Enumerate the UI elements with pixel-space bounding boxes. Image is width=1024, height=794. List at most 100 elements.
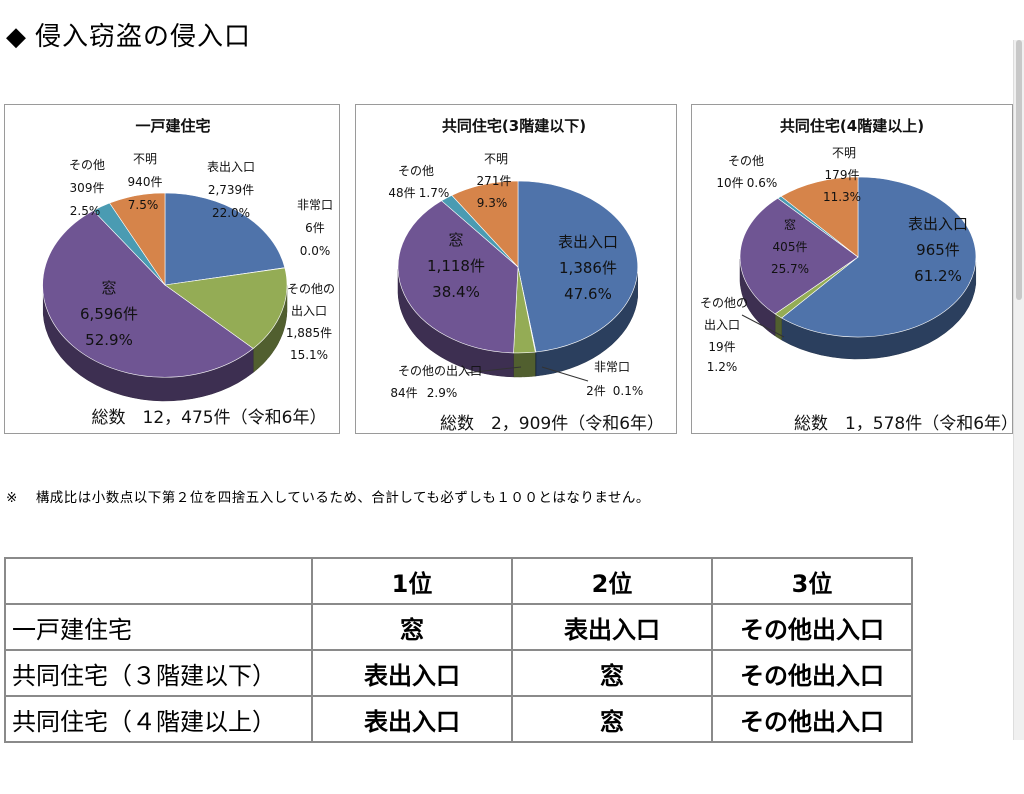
- pie-slice-窓: [397, 200, 519, 354]
- leader-line: [541, 366, 589, 382]
- slice-label-front-percent: 61.2%: [914, 267, 962, 285]
- slice-label-unknown-name: 不明: [484, 152, 508, 166]
- table-cell: その他出入口: [711, 695, 913, 743]
- slice-label-other-entrance-count: 1,885件: [286, 326, 332, 340]
- scrollbar-thumb[interactable]: [1016, 40, 1022, 300]
- slice-label-unknown-percent: 11.3%: [823, 190, 861, 204]
- slice-label-other-percent: 0.6%: [747, 176, 778, 190]
- slice-label-window-count: 6,596件: [80, 305, 138, 323]
- pie-slice-side-その他の出入口: [774, 313, 782, 341]
- chart-total: 総数 1，578件（令和6年）: [794, 414, 1012, 433]
- slice-label-window-percent: 52.9%: [85, 331, 133, 349]
- table-row: 共同住宅（３階建以下） 表出入口 窓 その他出入口: [4, 649, 913, 697]
- slice-label-unknown-count: 271件: [477, 174, 512, 188]
- row-label: 共同住宅（４階建以上）: [4, 695, 313, 743]
- slice-label-window-count: 1,118件: [427, 257, 485, 275]
- slice-label-other-name: その他: [398, 164, 434, 178]
- ranking-table: 1位 2位 3位 一戸建住宅 窓 表出入口 その他出入口 共同住宅（３階建以下）…: [4, 557, 913, 743]
- slice-label-unknown-count: 179件: [825, 168, 860, 182]
- table-header-row: 1位 2位 3位: [4, 557, 913, 605]
- pie-slice-表出入口: [517, 180, 639, 353]
- pie-slice-表出入口: [164, 192, 286, 286]
- pie-slice-不明: [451, 180, 519, 268]
- table-cell: 窓: [311, 603, 513, 651]
- table-cell: その他出入口: [711, 603, 913, 651]
- slice-label-window-percent: 38.4%: [432, 283, 480, 301]
- pie-chart-apartment-high: 共同住宅(4階建以上) その他 10件 0.6% 不明 179件 11.3% 表…: [700, 117, 1012, 433]
- slice-label-other-count: 309件: [70, 181, 105, 195]
- slice-label-window-name: 窓: [101, 279, 116, 297]
- slice-label-unknown-name: 不明: [832, 146, 856, 160]
- slice-label-front-count: 2,739件: [208, 183, 254, 197]
- slice-label-window-percent: 25.7%: [771, 262, 809, 276]
- table-header-cell: [4, 557, 313, 605]
- slice-label-other-percent: 1.7%: [419, 186, 450, 200]
- chart-title: 共同住宅(3階建以下): [442, 117, 586, 135]
- chart-panel-apartment-high: 共同住宅(4階建以上) その他 10件 0.6% 不明 179件 11.3% 表…: [691, 104, 1013, 434]
- leader-line: [741, 314, 785, 338]
- chart-total: 総数 12，475件（令和6年）: [92, 408, 327, 428]
- slice-label-front-name: 表出入口: [908, 215, 968, 233]
- slice-label-other-name: その他: [69, 158, 105, 172]
- slice-label-other-percent: 2.5%: [70, 204, 101, 218]
- pie-slice-side-その他の出入口: [513, 351, 536, 378]
- slice-label-front-name: 表出入口: [558, 233, 618, 251]
- slice-label-emergency-count: 2件: [586, 384, 606, 398]
- slice-label-other-entrance-percent: 2.9%: [427, 386, 458, 400]
- slice-label-emergency-name: 非常口: [594, 360, 630, 374]
- slice-label-other-entrance-percent: 15.1%: [290, 348, 328, 362]
- slice-label-other-count: 48件: [388, 186, 415, 200]
- pie-chart-detached-house: 一戸建住宅 その他 309件 2.5% 不明 940件 7.5% 表出入口 2,…: [42, 117, 335, 428]
- pie-slice-その他の出入口: [164, 267, 288, 349]
- table-row: 一戸建住宅 窓 表出入口 その他出入口: [4, 603, 913, 651]
- table-header-cell: 3位: [711, 557, 913, 605]
- slice-label-other-entrance-count: 19件: [708, 340, 735, 354]
- table-header-cell: 1位: [311, 557, 513, 605]
- leader-line: [465, 366, 522, 374]
- pie-slices: [397, 180, 639, 378]
- row-label: 一戸建住宅: [4, 603, 313, 651]
- table-header-cell: 2位: [511, 557, 713, 605]
- slice-label-front-name: 表出入口: [207, 160, 255, 174]
- page-title-text: 侵入窃盗の侵入口: [35, 22, 252, 52]
- slice-label-emergency-count: 6件: [305, 221, 325, 235]
- row-label: 共同住宅（３階建以下）: [4, 649, 313, 697]
- table-cell: 表出入口: [311, 695, 513, 743]
- pie-slice-表出入口: [781, 176, 977, 338]
- note-text: 構成比は小数点以下第２位を四捨五入しているため、合計しても必ずしも１００とはなり…: [35, 490, 650, 506]
- diamond-icon: ◆: [6, 22, 27, 52]
- chart-title: 共同住宅(4階建以上): [780, 117, 924, 135]
- chart-title: 一戸建住宅: [135, 117, 210, 135]
- slice-label-front-percent: 22.0%: [212, 206, 250, 220]
- slice-label-unknown-count: 940件: [128, 175, 163, 189]
- pie-slice-不明: [109, 192, 166, 286]
- slice-label-other-entrance-name-2: 出入口: [704, 318, 740, 332]
- table-cell: 窓: [511, 649, 713, 697]
- pie-slice-不明: [780, 176, 859, 258]
- slice-label-other-name: その他: [728, 154, 764, 168]
- slice-label-unknown-percent: 7.5%: [128, 198, 159, 212]
- chart-total: 総数 2，909件（令和6年）: [440, 414, 664, 433]
- table-cell: 窓: [511, 695, 713, 743]
- pie-slice-窓: [739, 197, 859, 315]
- slice-label-front-count: 965件: [916, 241, 960, 259]
- slice-label-other-entrance-name-1: その他の: [700, 296, 748, 310]
- note-mark: ※: [6, 490, 18, 506]
- pie-chart-apartment-low: 共同住宅(3階建以下) その他 48件 1.7% 不明 271件 9.3% 表出…: [388, 117, 664, 433]
- slice-label-unknown-name: 不明: [133, 152, 157, 166]
- table-cell: 表出入口: [511, 603, 713, 651]
- table-cell: その他出入口: [711, 649, 913, 697]
- page-title: ◆ 侵入窃盗の侵入口: [6, 20, 251, 54]
- scrollbar-track[interactable]: [1013, 40, 1024, 740]
- table-cell: 表出入口: [311, 649, 513, 697]
- chart-panel-apartment-low: 共同住宅(3階建以下) その他 48件 1.7% 不明 271件 9.3% 表出…: [355, 104, 677, 434]
- slice-label-front-count: 1,386件: [559, 259, 617, 277]
- slice-label-other-entrance-percent: 1.2%: [707, 360, 738, 374]
- pie-slices: [739, 176, 977, 360]
- pie-slices: [42, 192, 288, 402]
- slice-label-other-entrance-count: 84件: [390, 386, 417, 400]
- chart-panel-detached-house: 一戸建住宅 その他 309件 2.5% 不明 940件 7.5% 表出入口 2,…: [4, 104, 340, 434]
- slice-label-unknown-percent: 9.3%: [477, 196, 508, 210]
- slice-label-other-entrance-name-2: 出入口: [291, 304, 327, 318]
- slice-label-emergency-percent: 0.0%: [300, 244, 331, 258]
